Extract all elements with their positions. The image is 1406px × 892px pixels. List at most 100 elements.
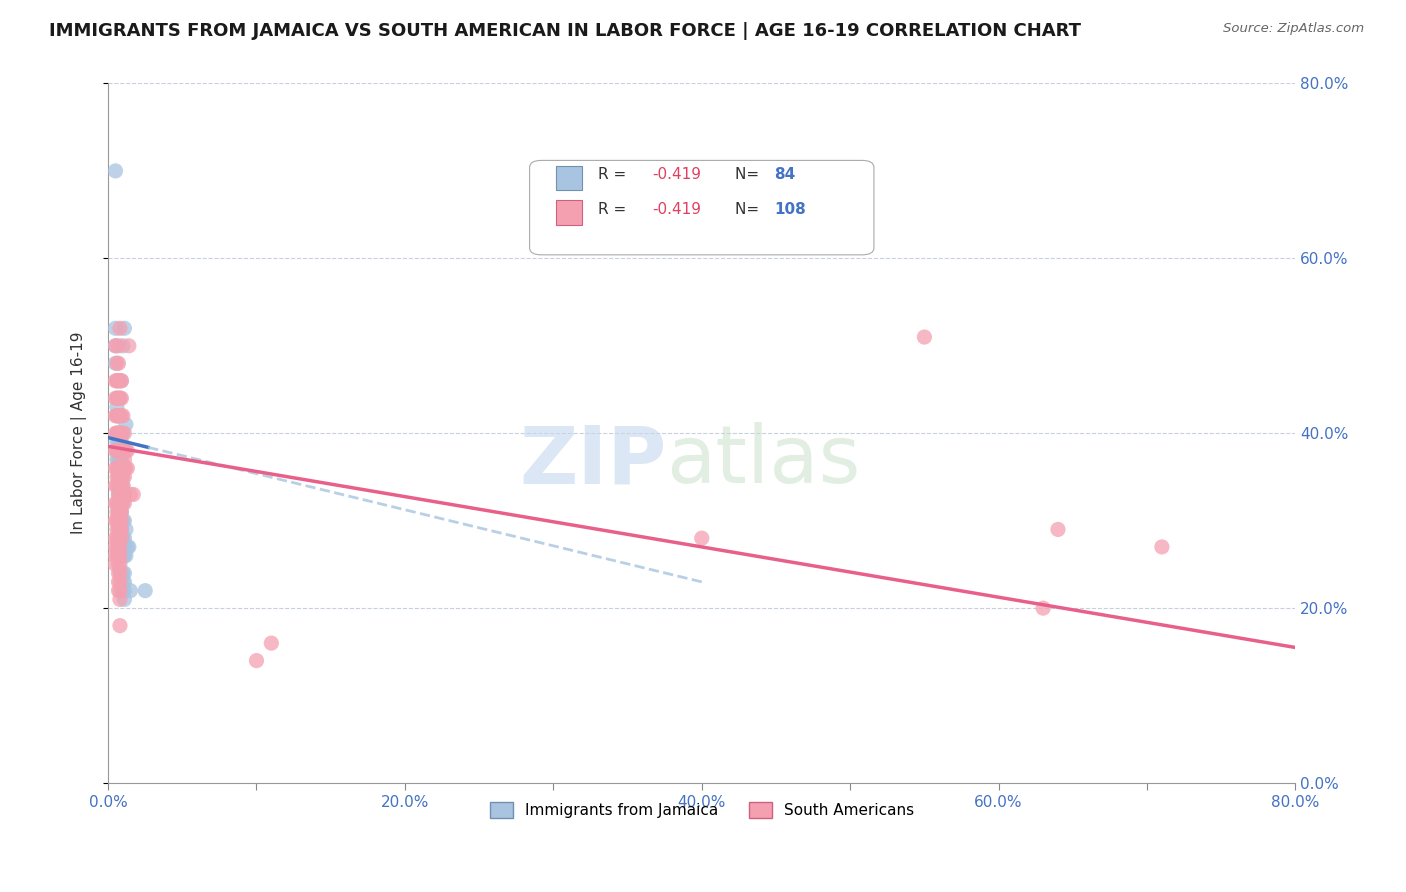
Point [111, 549, 134, 563]
Point [105, 514, 128, 528]
Point [107, 426, 129, 441]
Point [107, 558, 129, 572]
Point [107, 434, 129, 449]
Point [107, 470, 129, 484]
Point [110, 487, 132, 501]
Point [112, 549, 135, 563]
Point [112, 452, 135, 467]
Point [111, 443, 134, 458]
Point [118, 339, 141, 353]
Point [105, 374, 128, 388]
Point [105, 479, 128, 493]
Point [115, 523, 138, 537]
Point [105, 549, 128, 563]
Point [105, 409, 128, 423]
Point [111, 339, 134, 353]
Point [108, 523, 131, 537]
Point [107, 452, 129, 467]
Point [105, 540, 128, 554]
Point [107, 426, 129, 441]
Point [105, 452, 128, 467]
Point [107, 531, 129, 545]
Point [111, 574, 134, 589]
Point [107, 487, 129, 501]
Point [111, 426, 134, 441]
Point [115, 443, 138, 458]
Point [111, 514, 134, 528]
Point [108, 391, 131, 405]
Point [107, 566, 129, 581]
Point [108, 321, 131, 335]
Point [112, 592, 135, 607]
Point [104, 164, 127, 178]
Point [112, 470, 135, 484]
Point [110, 496, 132, 510]
Point [110, 531, 132, 545]
Text: ZIP: ZIP [519, 422, 666, 500]
Point [104, 356, 127, 370]
Point [104, 549, 127, 563]
Text: N=: N= [735, 202, 763, 217]
Point [110, 531, 132, 545]
Point [134, 583, 156, 598]
Point [108, 583, 131, 598]
Point [690, 531, 713, 545]
Point [107, 356, 129, 370]
Point [111, 479, 134, 493]
Point [1046, 523, 1069, 537]
Point [107, 409, 129, 423]
Point [112, 461, 135, 475]
Point [108, 479, 131, 493]
Point [107, 496, 129, 510]
Point [912, 330, 935, 344]
Point [111, 531, 134, 545]
Point [110, 409, 132, 423]
Point [105, 461, 128, 475]
Point [110, 540, 132, 554]
Point [107, 487, 129, 501]
Point [110, 496, 132, 510]
Point [105, 400, 128, 414]
Point [107, 505, 129, 519]
Point [112, 321, 135, 335]
Point [112, 426, 135, 441]
Point [107, 374, 129, 388]
Point [108, 574, 131, 589]
Point [105, 426, 128, 441]
Point [104, 374, 127, 388]
Point [110, 374, 132, 388]
Point [111, 479, 134, 493]
Point [112, 496, 135, 510]
Point [115, 417, 138, 432]
Point [108, 391, 131, 405]
Point [108, 426, 131, 441]
Point [107, 461, 129, 475]
Point [104, 479, 127, 493]
Point [110, 514, 132, 528]
Point [104, 391, 127, 405]
Point [111, 443, 134, 458]
Point [112, 583, 135, 598]
Point [107, 443, 129, 458]
Point [108, 461, 131, 475]
Point [107, 549, 129, 563]
Point [110, 505, 132, 519]
Point [108, 461, 131, 475]
Point [110, 426, 132, 441]
Point [104, 461, 127, 475]
Point [108, 514, 131, 528]
Point [107, 461, 129, 475]
FancyBboxPatch shape [555, 201, 582, 225]
Point [108, 470, 131, 484]
Y-axis label: In Labor Force | Age 16-19: In Labor Force | Age 16-19 [72, 332, 87, 534]
Point [104, 339, 127, 353]
Point [120, 583, 142, 598]
Point [115, 461, 138, 475]
Point [105, 470, 128, 484]
Point [110, 487, 132, 501]
Text: 84: 84 [775, 167, 796, 182]
Point [108, 443, 131, 458]
Point [108, 549, 131, 563]
Point [104, 339, 127, 353]
Point [105, 443, 128, 458]
